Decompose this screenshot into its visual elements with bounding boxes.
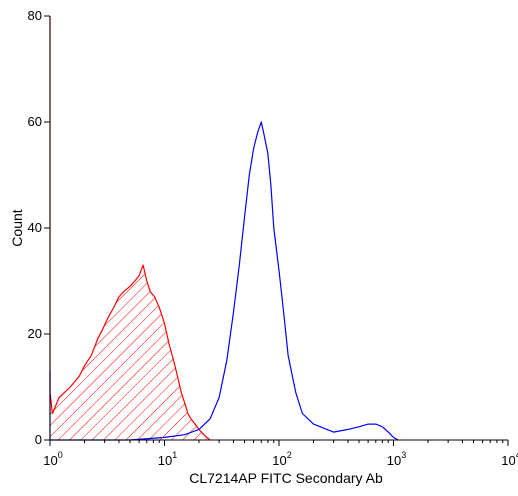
x-ticks: 100101102103104 xyxy=(43,440,518,468)
y-axis-title: Count xyxy=(9,209,25,246)
x-tick-exponent: 4 xyxy=(516,450,518,460)
x-tick-exponent: 2 xyxy=(287,450,292,460)
y-tick-label: 0 xyxy=(35,432,42,447)
y-tick-label: 60 xyxy=(28,114,42,129)
x-tick-base: 10 xyxy=(158,453,172,468)
x-tick-exponent: 0 xyxy=(58,450,63,460)
y-tick-label: 20 xyxy=(28,326,42,341)
y-tick-label: 80 xyxy=(28,8,42,23)
x-tick-base: 10 xyxy=(387,453,401,468)
x-tick-label: 102 xyxy=(272,450,291,468)
x-tick-label: 103 xyxy=(387,450,406,468)
sample-histogram-line xyxy=(49,121,399,441)
x-tick-base: 10 xyxy=(43,453,57,468)
y-tick-label: 40 xyxy=(28,220,42,235)
x-tick-base: 10 xyxy=(272,453,286,468)
x-tick-label: 100 xyxy=(43,450,62,468)
x-tick-base: 10 xyxy=(501,453,515,468)
x-axis-title: CL7214AP FITC Secondary Ab xyxy=(189,470,383,486)
x-tick-label: 101 xyxy=(158,450,177,468)
control-histogram-fill xyxy=(50,16,211,440)
x-tick-exponent: 3 xyxy=(401,450,406,460)
x-tick-exponent: 1 xyxy=(172,450,177,460)
series-layer xyxy=(49,16,399,441)
control-histogram-line xyxy=(49,16,211,441)
y-ticks: 0 20 40 60 80 xyxy=(28,8,50,447)
x-tick-label: 104 xyxy=(501,450,518,468)
